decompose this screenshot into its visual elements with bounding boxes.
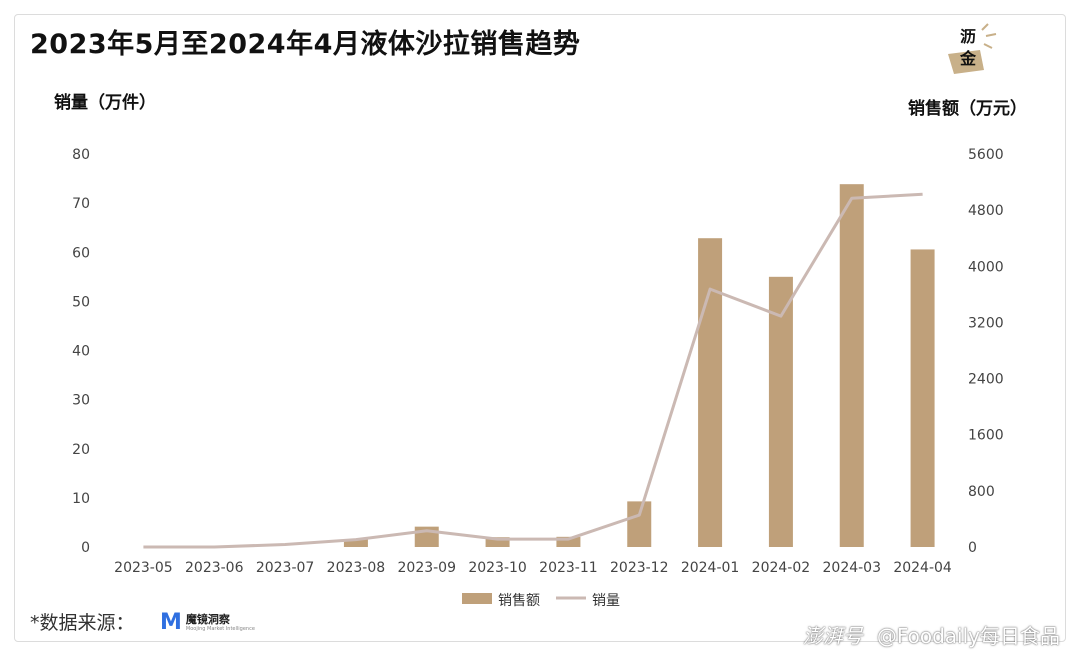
bar bbox=[698, 238, 723, 547]
sales-volume-line bbox=[143, 192, 923, 549]
logo-icon: 沥 金 bbox=[944, 20, 1000, 76]
x-tick-label: 2023-06 bbox=[185, 560, 244, 576]
x-tick-label: 2023-11 bbox=[539, 560, 598, 576]
brand-sub: Moojing Market Intelligence bbox=[185, 626, 255, 632]
left-tick-label: 60 bbox=[72, 245, 90, 261]
bar bbox=[627, 501, 652, 547]
x-tick-label: 2023-08 bbox=[327, 560, 386, 576]
chart-card bbox=[14, 14, 1066, 642]
brand-logo-icon: M bbox=[160, 610, 182, 635]
left-tick-label: 40 bbox=[72, 344, 90, 360]
right-tick-label: 1600 bbox=[968, 428, 1004, 444]
source-brand: M 魔镜洞察 Moojing Market Intelligence bbox=[160, 612, 255, 634]
brand-name: 魔镜洞察 bbox=[185, 613, 230, 626]
legend-line-label: 销量 bbox=[592, 593, 620, 609]
right-tick-label: 800 bbox=[968, 484, 995, 500]
left-axis-ticks: 0 10 20 30 40 50 60 70 80 bbox=[72, 147, 90, 556]
left-tick-label: 20 bbox=[72, 442, 90, 458]
right-tick-label: 2400 bbox=[968, 372, 1004, 388]
x-tick-label: 2024-01 bbox=[681, 560, 740, 576]
line-series bbox=[143, 192, 923, 549]
x-axis-ticks: 2023-05 2023-06 2023-07 2023-08 2023-09 2023-… bbox=[114, 560, 952, 576]
left-tick-label: 30 bbox=[72, 393, 90, 409]
bar bbox=[839, 184, 864, 547]
left-tick-label: 80 bbox=[72, 147, 90, 163]
bar-series bbox=[343, 184, 935, 547]
x-tick-label: 2024-02 bbox=[752, 560, 811, 576]
legend-bar-swatch bbox=[462, 593, 492, 604]
left-tick-label: 50 bbox=[72, 294, 90, 310]
bar bbox=[556, 536, 581, 547]
right-tick-label: 3200 bbox=[968, 315, 1004, 331]
watermark-right: @Foodaily每日食品 bbox=[876, 624, 1060, 648]
x-tick-label: 2023-05 bbox=[114, 560, 173, 576]
x-tick-label: 2024-03 bbox=[823, 560, 882, 576]
right-axis-ticks: 0 800 1600 2400 3200 4000 4800 5600 bbox=[968, 147, 1004, 556]
x-tick-label: 2024-04 bbox=[893, 560, 952, 576]
right-tick-label: 5600 bbox=[968, 147, 1004, 163]
left-tick-label: 70 bbox=[72, 196, 90, 212]
right-tick-label: 4800 bbox=[968, 203, 1004, 219]
left-tick-label: 0 bbox=[81, 540, 90, 556]
y-left-axis-title: 销量（万件） bbox=[54, 93, 156, 113]
x-tick-label: 2023-09 bbox=[398, 560, 457, 576]
logo-text-bottom: 金 bbox=[959, 49, 977, 68]
chart-title: 2023年5月至2024年4月液体沙拉销售趋势 bbox=[30, 29, 581, 60]
x-tick-label: 2023-10 bbox=[468, 560, 527, 576]
right-tick-label: 0 bbox=[968, 540, 977, 556]
bar bbox=[910, 249, 935, 547]
logo-text-top: 沥 bbox=[960, 27, 976, 46]
y-right-axis-title: 销售额（万元） bbox=[908, 99, 1027, 119]
source-label: *数据来源： bbox=[30, 612, 135, 634]
legend-bar-label: 销售额 bbox=[498, 593, 540, 609]
watermark: 澎湃号 @Foodaily每日食品 bbox=[803, 620, 1060, 649]
bar bbox=[768, 276, 793, 547]
bar bbox=[485, 537, 510, 547]
x-tick-label: 2023-12 bbox=[610, 560, 669, 576]
right-tick-label: 4000 bbox=[968, 259, 1004, 275]
left-tick-label: 10 bbox=[72, 491, 90, 507]
watermark-left: 澎湃号 bbox=[802, 624, 863, 648]
legend: 销售额 销量 bbox=[462, 593, 620, 609]
x-tick-label: 2023-07 bbox=[256, 560, 315, 576]
bar bbox=[343, 539, 368, 547]
